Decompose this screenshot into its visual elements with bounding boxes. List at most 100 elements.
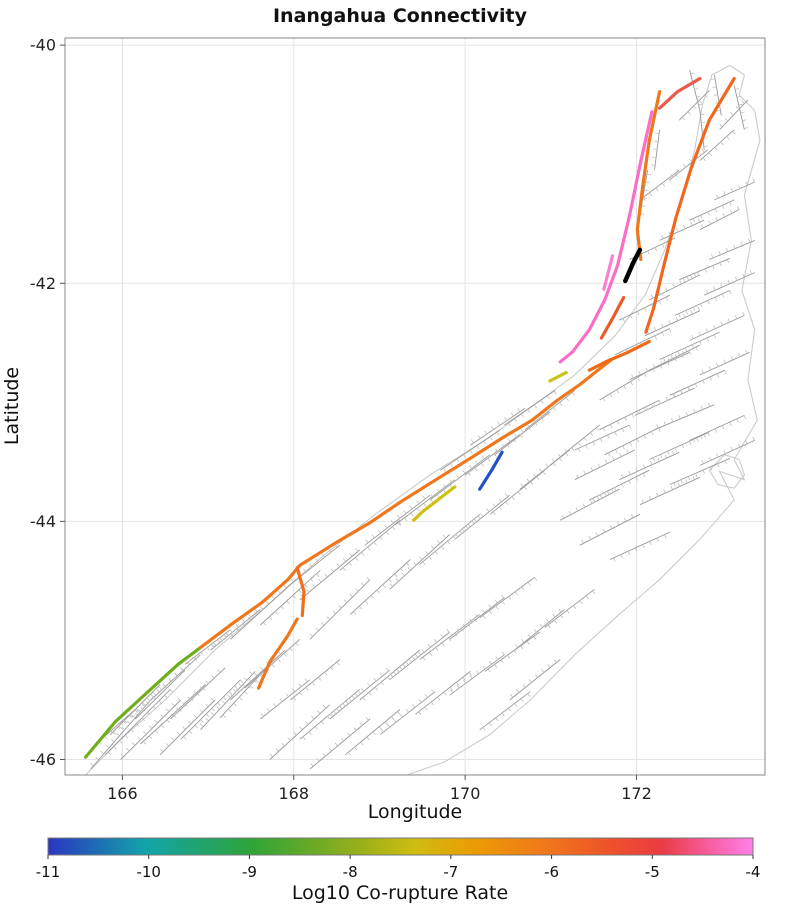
source-fault bbox=[623, 247, 643, 284]
fault-trace bbox=[629, 351, 690, 381]
dip-tick bbox=[422, 495, 426, 500]
dip-tick bbox=[722, 205, 725, 210]
dip-tick bbox=[683, 313, 686, 318]
dip-tick bbox=[701, 369, 704, 374]
dip-tick bbox=[557, 453, 562, 458]
dip-tick bbox=[671, 451, 675, 455]
dip-tick bbox=[690, 221, 693, 226]
dip-tick bbox=[699, 341, 702, 345]
dip-tick bbox=[513, 650, 517, 654]
dip-tick bbox=[396, 514, 401, 519]
dip-tick bbox=[111, 738, 115, 743]
dip-tick bbox=[242, 683, 246, 687]
dip-tick bbox=[719, 123, 723, 128]
dip-tick bbox=[230, 633, 234, 637]
dip-tick bbox=[190, 697, 194, 702]
y-axis-label: Latitude bbox=[1, 367, 23, 445]
dip-tick bbox=[343, 599, 348, 603]
dip-tick bbox=[141, 703, 145, 707]
dip-tick bbox=[693, 408, 696, 413]
fault-trace bbox=[344, 709, 401, 756]
dip-tick bbox=[729, 201, 732, 206]
dip-tick bbox=[729, 422, 732, 426]
dip-tick bbox=[164, 694, 168, 699]
dip-tick bbox=[505, 501, 509, 506]
fault-trace bbox=[714, 181, 755, 201]
dip-tick bbox=[202, 687, 206, 691]
dip-tick bbox=[455, 533, 459, 538]
dip-tick bbox=[500, 659, 504, 664]
fault-trace bbox=[419, 613, 480, 660]
plot-area bbox=[83, 64, 761, 775]
fault-trace bbox=[484, 631, 540, 672]
dip-tick bbox=[440, 546, 445, 550]
dip-tick bbox=[501, 594, 505, 599]
dip-tick bbox=[467, 523, 471, 527]
dip-tick bbox=[449, 463, 453, 468]
dip-tick bbox=[668, 320, 671, 325]
dip-tick bbox=[644, 189, 649, 191]
dip-tick bbox=[552, 407, 557, 411]
dip-tick bbox=[140, 707, 145, 711]
fault-trace bbox=[674, 289, 731, 316]
dip-tick bbox=[448, 483, 452, 488]
dip-tick bbox=[660, 360, 663, 365]
dip-tick bbox=[184, 703, 188, 707]
dip-tick bbox=[292, 595, 296, 599]
dip-tick bbox=[575, 507, 579, 512]
fault-trace bbox=[669, 457, 731, 485]
dip-tick bbox=[176, 731, 181, 736]
dip-tick bbox=[592, 498, 596, 502]
dip-tick bbox=[663, 421, 666, 426]
dip-tick bbox=[475, 614, 479, 618]
dip-tick bbox=[475, 670, 480, 675]
dip-tick bbox=[734, 315, 738, 319]
dip-tick bbox=[643, 372, 647, 377]
fault-trace bbox=[299, 549, 360, 601]
dip-tick bbox=[393, 718, 397, 723]
dip-tick bbox=[520, 429, 524, 433]
dip-tick bbox=[718, 250, 721, 255]
fault-trace bbox=[389, 534, 451, 590]
x-tick-label: 170 bbox=[450, 784, 481, 803]
dip-tick bbox=[194, 656, 198, 661]
dip-tick bbox=[534, 674, 539, 678]
dip-tick bbox=[330, 666, 334, 671]
dip-tick bbox=[379, 672, 383, 677]
dip-tick bbox=[334, 742, 339, 747]
dip-tick bbox=[310, 578, 314, 583]
dip-tick bbox=[459, 530, 463, 535]
coastline bbox=[708, 454, 746, 489]
dip-tick bbox=[717, 463, 720, 468]
dip-tick bbox=[292, 688, 296, 693]
y-tick-label: -44 bbox=[30, 512, 56, 531]
dip-tick bbox=[253, 611, 258, 616]
dip-tick bbox=[488, 660, 492, 665]
dip-tick bbox=[143, 731, 147, 735]
dip-tick bbox=[670, 354, 673, 359]
dip-tick bbox=[673, 393, 676, 398]
dip-tick bbox=[427, 644, 431, 648]
dip-tick bbox=[539, 468, 543, 473]
dip-tick bbox=[354, 692, 359, 697]
dip-tick bbox=[526, 424, 531, 428]
dip-tick bbox=[418, 699, 422, 703]
fault-trace bbox=[389, 631, 450, 681]
dip-tick bbox=[290, 578, 294, 583]
dip-tick bbox=[629, 314, 633, 319]
dip-tick bbox=[317, 677, 322, 681]
fault-trace bbox=[699, 129, 735, 161]
dip-tick bbox=[461, 528, 465, 532]
dip-tick bbox=[228, 691, 232, 695]
dip-tick bbox=[559, 402, 563, 406]
dip-tick bbox=[653, 402, 656, 407]
dip-tick bbox=[738, 103, 743, 106]
dip-tick bbox=[527, 693, 531, 698]
dip-tick bbox=[332, 610, 336, 615]
dip-tick bbox=[130, 728, 134, 733]
dip-tick bbox=[281, 742, 285, 747]
dip-tick bbox=[467, 623, 471, 627]
dip-tick bbox=[553, 619, 558, 624]
dip-tick bbox=[558, 457, 563, 462]
dip-tick bbox=[385, 531, 390, 536]
